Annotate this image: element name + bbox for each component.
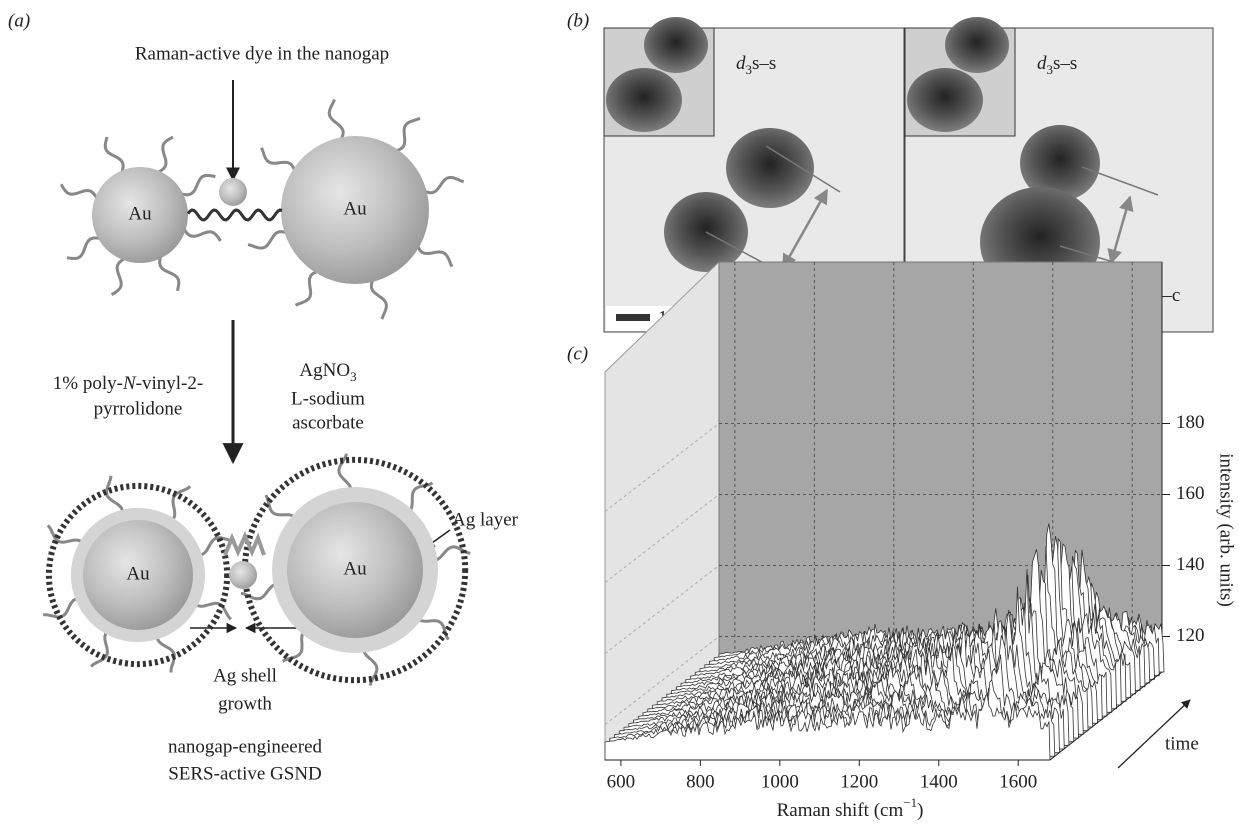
au-core	[281, 136, 429, 284]
nanoparticle	[1020, 125, 1100, 201]
ligand	[327, 98, 345, 142]
caption: Raman-active dye in the nanogap	[135, 43, 389, 64]
inset-particle	[907, 68, 983, 132]
au-core	[83, 520, 193, 630]
x-tick-label: 1200	[840, 771, 878, 792]
dotted-boundary	[45, 482, 231, 668]
arrow	[1117, 699, 1191, 769]
text: 1% poly-	[53, 373, 123, 394]
dye	[219, 178, 247, 206]
label: Ag layer	[452, 509, 519, 530]
x-tick-label: 1000	[761, 771, 799, 792]
measure-arrow	[1107, 195, 1134, 265]
x-tick-label: 1600	[999, 771, 1037, 792]
text: d	[1037, 53, 1047, 74]
text: AgNO	[299, 360, 350, 381]
text: Raman shift (cm	[777, 800, 904, 821]
panel-label: (c)	[567, 343, 588, 364]
ligand	[421, 175, 465, 195]
ligand	[156, 135, 174, 175]
text: s–s	[1053, 53, 1077, 74]
dotted-boundary	[241, 456, 469, 684]
reagent: 1% poly-N-vinyl-2-	[53, 373, 203, 394]
grid-line	[604, 494, 720, 583]
grid-line	[604, 565, 720, 654]
ligand	[182, 227, 222, 242]
text: d	[736, 53, 746, 74]
text: N	[122, 373, 137, 394]
caption: Ag shell	[213, 665, 277, 686]
z-axis-label: intensity (arb. units)	[1216, 453, 1237, 607]
au-core	[287, 502, 423, 638]
caption: SERS-active GSND	[168, 763, 322, 784]
text: s–s	[752, 53, 776, 74]
z-tick-label: 120	[1176, 625, 1205, 646]
ligand	[180, 173, 216, 197]
x-tick-label: 600	[607, 771, 636, 792]
dye-chain	[186, 208, 283, 222]
inset-particle	[945, 17, 1009, 73]
panel-label: (b)	[567, 10, 589, 31]
nanoparticle	[726, 128, 814, 208]
distance-label: d3s–s	[736, 53, 776, 77]
dye	[229, 561, 257, 589]
depth-axis	[1049, 671, 1163, 761]
x-tick-label: 800	[686, 771, 715, 792]
inset-particle	[644, 17, 708, 73]
ligand	[59, 183, 99, 200]
text: −1	[903, 795, 917, 810]
ligand	[103, 136, 125, 174]
caption: nanogap-engineered	[168, 736, 323, 757]
measure-arrow	[781, 188, 829, 270]
distance-label: d3s–s	[1037, 53, 1077, 77]
ligand	[66, 236, 102, 261]
measure-line	[1081, 166, 1159, 196]
ligand	[393, 116, 421, 153]
reagent: AgNO3	[299, 360, 356, 384]
text: 3	[1047, 62, 1054, 77]
dye-chain	[223, 531, 266, 558]
au-label: Au	[126, 563, 150, 584]
ligand	[260, 147, 297, 174]
z-tick-label: 180	[1176, 412, 1205, 433]
grid-line	[604, 636, 720, 725]
ligand	[158, 255, 181, 292]
z-tick-label: 140	[1176, 554, 1205, 575]
reagent: pyrrolidone	[94, 398, 183, 419]
z-tick-label: 160	[1176, 483, 1205, 504]
measure-line	[765, 145, 841, 193]
text: 3	[350, 369, 357, 384]
grid-line	[604, 423, 720, 512]
spectrum-trace	[604, 691, 1051, 761]
au-label: Au	[343, 558, 367, 579]
panel-label: (a)	[8, 10, 30, 31]
inset-particle	[606, 68, 682, 132]
panel-c: (c) Raman shift (cm−1) 120 140 160 180 600 80…	[567, 260, 1237, 821]
ligand	[415, 243, 454, 268]
text: )	[917, 800, 923, 821]
ligand	[369, 277, 389, 320]
panel-a: (a) Raman-active dye in the nanogap 1% p…	[8, 10, 519, 784]
caption: growth	[218, 693, 272, 714]
text: -vinyl-2-	[136, 373, 204, 394]
ligand	[110, 256, 127, 296]
x-tick-label: 1400	[920, 771, 958, 792]
ligand	[247, 230, 290, 250]
text: 3	[746, 62, 753, 77]
au-core	[92, 167, 188, 263]
spectra	[604, 523, 1165, 761]
scale-bar	[616, 314, 650, 321]
x-axis-label: Raman shift (cm−1)	[777, 795, 924, 821]
au-label: Au	[343, 198, 367, 219]
reagent: ascorbate	[292, 412, 364, 433]
au-label: Au	[128, 203, 152, 224]
ligand	[294, 269, 321, 307]
reagent: L-sodium	[291, 388, 365, 409]
depth-label: time	[1165, 733, 1199, 754]
